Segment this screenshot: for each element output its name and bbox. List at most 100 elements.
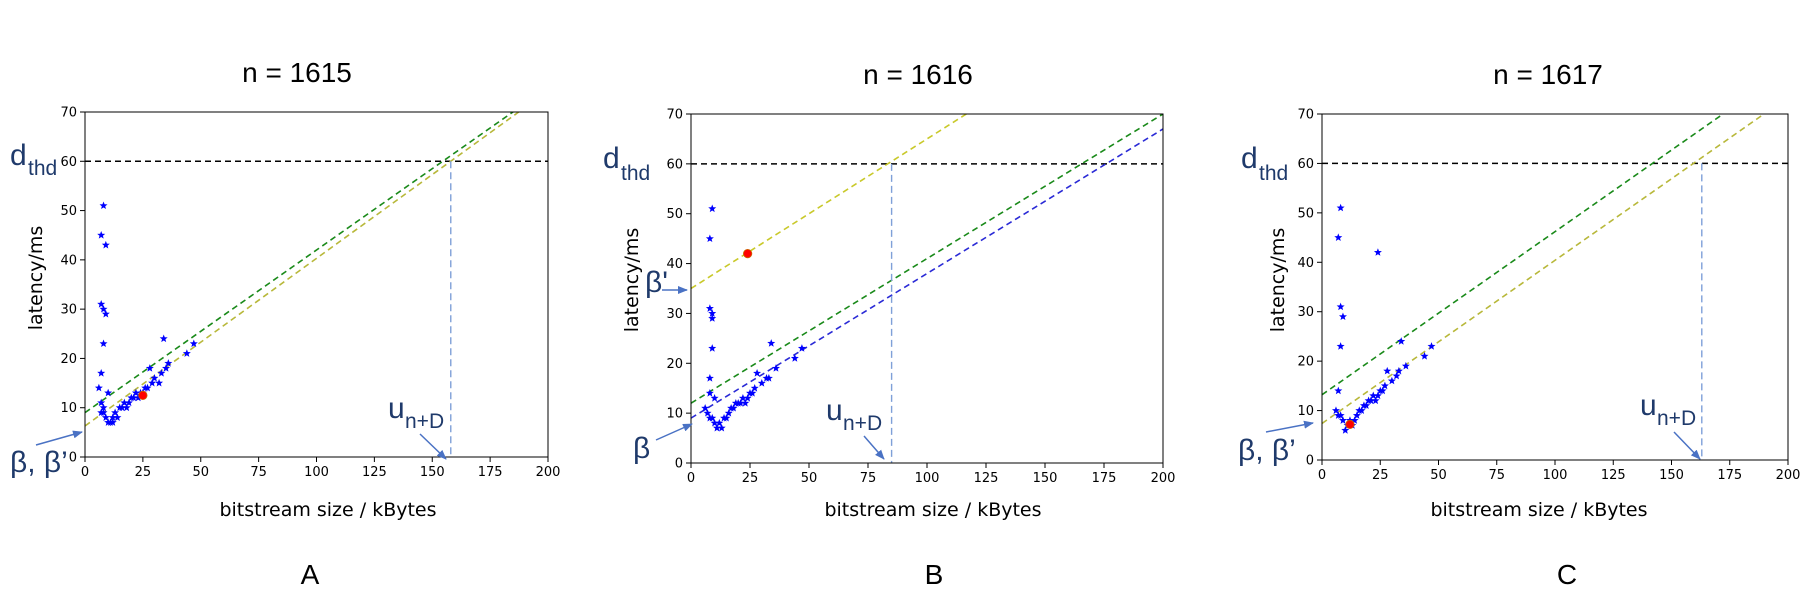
y-tick-label: 40: [666, 257, 683, 272]
x-tick-label: 100: [1543, 468, 1568, 483]
data-point: [101, 413, 110, 421]
x-tick-label: 200: [1776, 468, 1801, 483]
data-point: [97, 398, 106, 407]
annotation-threshold: d thd: [10, 139, 57, 180]
data-point: [1369, 391, 1378, 400]
u-symbol: u: [1640, 389, 1657, 422]
y-tick-label: 60: [1297, 157, 1314, 172]
x-tick-label: 25: [742, 471, 759, 486]
data-point: [99, 403, 108, 412]
data-point: [1380, 381, 1389, 390]
data-point: [113, 413, 122, 421]
beta-prime-label: β': [645, 266, 668, 299]
plot-area: 0 25 50 75 100 125 150 175 200 0 10 20 30 40 50 60 70: [1297, 108, 1801, 484]
x-tick-label: 150: [1659, 468, 1684, 483]
beta-arrow: [655, 423, 693, 441]
bound-line: [85, 112, 515, 414]
highlight-point: [743, 249, 753, 259]
data-point: [1336, 302, 1345, 311]
u-arrow: [419, 433, 447, 460]
x-tick-label: 175: [478, 465, 503, 480]
data-point: [708, 204, 717, 213]
chart-title: n = 1616: [863, 59, 973, 90]
y-axis-label: latency/ms: [1267, 228, 1289, 333]
annotation-u: u n+D: [388, 392, 444, 433]
x-tick-label: 100: [304, 465, 329, 480]
y-tick-label: 60: [60, 155, 77, 170]
data-point: [145, 364, 154, 372]
x-tick-label: 125: [974, 471, 999, 486]
y-tick-label: 0: [69, 451, 77, 466]
data-point: [129, 393, 138, 402]
intercept-arrow: [1265, 420, 1314, 433]
x-tick-label: 175: [1092, 471, 1117, 486]
data-point: [97, 369, 106, 377]
data-point: [122, 403, 131, 412]
y-tick-label: 20: [666, 357, 683, 372]
data-point: [757, 379, 766, 387]
bound-line: [691, 114, 1163, 404]
data-point: [1352, 411, 1361, 419]
bound-line: [691, 114, 968, 290]
y-tick-label: 50: [666, 207, 683, 222]
data-point: [99, 304, 108, 313]
data-point: [743, 393, 752, 402]
y-tick-label: 30: [1297, 305, 1314, 320]
data-point: [148, 378, 157, 387]
x-axis-label: bitstream size / kBytes: [1430, 499, 1647, 521]
bound-line: [85, 112, 521, 427]
x-tick-label: 150: [1033, 471, 1058, 486]
x-tick-label: 50: [1430, 468, 1447, 483]
panel-b: n = 1616 0 25 50 75 100 125 150 175 200 0 10 20 30 40…: [603, 59, 1175, 590]
annotation-u: u n+D: [826, 394, 882, 435]
axes-frame: [84, 111, 549, 458]
u-subscript: n+D: [1657, 407, 1696, 430]
x-tick-label: 150: [420, 465, 445, 480]
u-subscript: n+D: [843, 412, 882, 435]
x-tick-label: 50: [801, 471, 818, 486]
plot-area: 0 25 50 75 100 125 150 175 200 0 10 20 30 40 50 60 70: [666, 108, 1175, 487]
y-tick-label: 50: [60, 204, 77, 219]
intercept-arrow: [35, 430, 83, 446]
data-point: [150, 373, 159, 382]
data-point: [1366, 396, 1375, 405]
data-point: [1336, 411, 1345, 419]
threshold-symbol: d: [603, 142, 620, 175]
x-tick-label: 125: [1601, 468, 1626, 483]
threshold-subscript: thd: [28, 157, 57, 180]
y-axis-label: latency/ms: [25, 226, 47, 331]
data-point: [1378, 386, 1387, 395]
threshold-symbol: d: [1241, 142, 1258, 175]
u-symbol: u: [388, 392, 405, 425]
data-point: [97, 300, 106, 308]
data-point: [111, 408, 120, 417]
x-tick-label: 25: [1372, 468, 1389, 483]
data-point: [1338, 416, 1347, 424]
y-tick-label: 70: [666, 108, 683, 123]
y-tick-label: 10: [666, 407, 683, 422]
data-point: [1334, 233, 1343, 241]
u-arrow: [1673, 431, 1701, 460]
x-tick-label: 175: [1717, 468, 1742, 483]
y-tick-label: 0: [1306, 454, 1314, 469]
y-tick-label: 70: [60, 106, 77, 121]
data-point: [1373, 248, 1382, 256]
x-tick-label: 75: [860, 471, 877, 486]
data-point: [1401, 361, 1410, 370]
data-point: [741, 398, 750, 407]
data-point: [717, 423, 726, 432]
data-point: [164, 359, 173, 367]
data-point: [101, 309, 110, 318]
data-point: [1392, 371, 1401, 380]
axes-frame: [690, 113, 1164, 464]
data-point: [94, 383, 103, 392]
data-point: [1336, 203, 1345, 212]
data-point: [131, 388, 140, 397]
x-axis-label: bitstream size / kBytes: [824, 499, 1041, 521]
annotation-threshold: d thd: [1241, 142, 1288, 185]
x-tick-label: 25: [135, 465, 152, 480]
data-point: [705, 389, 714, 397]
data-point: [736, 398, 745, 407]
data-point: [1362, 401, 1371, 410]
